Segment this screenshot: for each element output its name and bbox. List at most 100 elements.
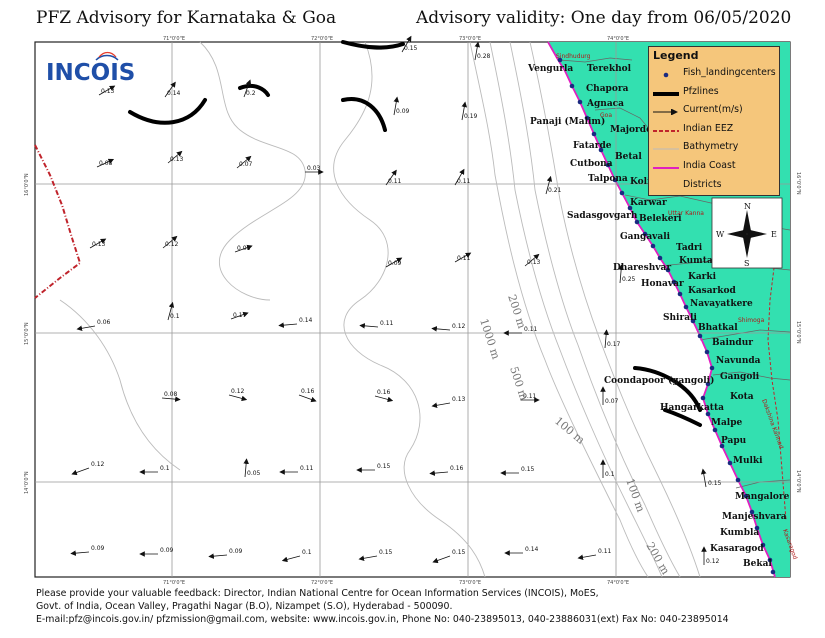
current-arrow [167,150,183,164]
current-speed-label: 0.09 [229,548,243,555]
current-arrow [162,235,178,249]
current-arrow [429,470,449,476]
district-label: Shimoga [738,317,765,324]
current-arrow [298,394,317,403]
dot-marker-icon [663,72,669,78]
grid-tick-labels: 71°0'0"E 72°0'0"E 73°0'0"E 74°0'0"E 71°0… [24,36,801,586]
current-vector: 0.13 [89,238,107,249]
current-speed-label: 0.15 [377,463,391,470]
landing-center-label: Betal [615,152,642,162]
magenta-line-icon [653,166,679,169]
current-speed-label: 0.13 [101,88,115,95]
current-arrow [228,394,248,402]
landing-center-label: Agnaca [586,99,624,109]
legend-panel: Legend Fish_landingcenters Pfzlines Curr… [648,46,780,196]
compass-s-label: S [744,259,749,268]
thick-black-line-icon [653,91,679,96]
current-speed-label: 0.07 [239,161,253,168]
current-speed-label: 0.16 [377,389,391,396]
lat-tick-right-1: 16°0'0"N [795,172,801,195]
landing-center-label: Vengurla [527,64,573,74]
legend-item-current: Current(m/s) [649,101,779,120]
current-vector: 0.08 [234,244,253,253]
legend-title: Legend [653,49,699,62]
current-speed-label: 0.11 [598,548,612,555]
current-arrow [432,555,451,564]
current-vector: 0.12 [431,323,466,332]
current-speed-label: 0.12 [706,558,720,565]
landing-center-label: Fatarde [573,141,612,151]
current-arrow [431,402,451,409]
landing-center-label: Kasaragod [710,544,764,554]
current-speed-label: 0.11 [300,465,314,472]
current-arrow [577,554,597,561]
current-speed-label: 0.11 [457,178,471,185]
landing-center-label: Belekeri [639,214,682,224]
landing-center-label: Talpona [588,174,628,184]
current-arrow [76,325,96,332]
lat-tick-left-3: 14°0'0"N [24,471,30,494]
current-vector: 0.16 [374,389,394,403]
landing-center-label: Gangavali [620,232,671,242]
legend-item-pfzlines: Pfzlines [649,83,779,102]
current-speed-label: 0.13 [92,241,106,248]
current-vector: 0.07 [600,386,619,405]
lon-tick-bottom-2: 72°0'0"E [311,580,333,586]
landing-center-label: Malpe [711,418,743,428]
landing-center-label: Honavar [641,279,684,289]
lon-tick-bottom-4: 74°0'0"E [607,580,629,586]
footer-line-3: E-mail:pfz@incois.gov.in/ pfzmission@gma… [36,614,729,625]
current-vector: 0.14 [164,81,181,98]
current-speed-label: 0.17 [607,341,621,348]
landing-center-label: Karwar [630,198,667,208]
lon-tick-top-3: 73°0'0"E [459,36,481,42]
current-arrow [236,155,252,169]
current-arrow [234,244,253,253]
current-vector: 0.06 [76,319,111,332]
current-arrow [401,35,412,53]
current-arrow [374,395,394,403]
landing-center-label: Papu [721,436,747,446]
landing-center-label: Terekhol [587,64,632,74]
current-speed-label: 0.12 [165,241,179,248]
current-vector: 0.15 [700,468,722,488]
arrow-line-icon [653,109,678,116]
landing-center-label: Mulki [733,456,763,466]
current-vector: 0.09 [393,96,410,116]
current-arrow [431,326,451,332]
current-speed-label: 0.11 [388,178,402,185]
current-speed-label: 0.19 [464,113,478,120]
current-speed-label: 0.13 [452,396,466,403]
current-speed-label: 0.08 [164,391,178,398]
landing-center-label: Panaji (Malim) [530,116,605,127]
landing-center-label: Mangalore [735,492,790,502]
current-speed-label: 0.14 [167,90,181,97]
current-speed-label: 0.15 [452,549,466,556]
legend-item-india-coast: India Coast [649,157,779,176]
current-vector: 0.1 [600,459,615,478]
current-vector: 0.13 [98,85,116,96]
current-speed-label: 0.15 [404,45,418,52]
current-vector: 0.14 [278,317,313,328]
current-arrow [358,555,378,562]
current-vector: 0.11 [521,393,540,403]
landing-center-label: Kumta [679,256,713,266]
map-title: PFZ Advisory for Karnataka & Goa [36,8,337,28]
current-speed-label: 0.15 [379,549,393,556]
district-label: Uttar Kanna [668,210,704,217]
current-speed-label: 0.28 [477,53,491,60]
pfz-lines [128,40,702,427]
landing-center-label: Karki [688,272,717,282]
north-arrow-compass: N S W E [711,197,783,269]
current-speed-label: 0.03 [307,165,321,172]
current-arrow [461,101,468,121]
landing-center-label: Kota [730,392,754,402]
landing-center-label: Majorde [610,125,652,135]
current-arrow [700,468,707,488]
landing-center-label: Bhatkal [698,323,738,333]
current-arrow [385,257,403,268]
current-speed-label: 0.1 [605,471,615,478]
current-speed-label: 0.09 [91,545,105,552]
landing-center-label: Navunda [716,356,761,366]
current-speed-label: 0.07 [605,398,619,405]
